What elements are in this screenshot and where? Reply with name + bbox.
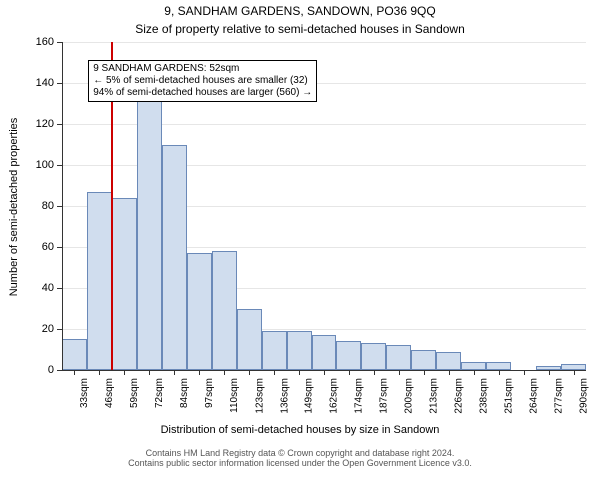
- plot-area: 9 SANDHAM GARDENS: 52sqm← 5% of semi-det…: [62, 42, 586, 370]
- y-tick-label: 100: [24, 159, 54, 171]
- histogram-bar: [187, 253, 212, 370]
- histogram-bar: [262, 331, 287, 370]
- histogram-bar: [486, 362, 511, 370]
- x-tick-label: 59sqm: [129, 378, 140, 408]
- histogram-bar: [212, 251, 237, 370]
- x-tick-label: 290sqm: [579, 378, 590, 414]
- x-tick-label: 97sqm: [204, 378, 215, 408]
- x-tick-label: 213sqm: [429, 378, 440, 414]
- histogram-bar: [162, 145, 187, 371]
- histogram-bar: [237, 309, 262, 371]
- y-axis-label: Number of semi-detached properties: [8, 43, 20, 371]
- x-tick-label: 264sqm: [529, 378, 540, 414]
- histogram-bar: [461, 362, 486, 370]
- y-tick-label: 60: [24, 241, 54, 253]
- x-tick-label: 162sqm: [329, 378, 340, 414]
- x-tick-label: 84sqm: [179, 378, 190, 408]
- x-tick-label: 200sqm: [404, 378, 415, 414]
- x-tick-label: 187sqm: [379, 378, 390, 414]
- histogram-bar: [436, 352, 461, 370]
- annotation-box: 9 SANDHAM GARDENS: 52sqm← 5% of semi-det…: [88, 60, 317, 102]
- footer-line-1: Contains HM Land Registry data © Crown c…: [146, 448, 455, 458]
- x-axis-line: [62, 370, 586, 371]
- histogram-bar: [87, 192, 112, 370]
- histogram-bar: [137, 101, 162, 370]
- x-tick-label: 277sqm: [554, 378, 565, 414]
- x-tick-label: 136sqm: [279, 378, 290, 414]
- annotation-line: 9 SANDHAM GARDENS: 52sqm: [93, 63, 312, 75]
- y-tick-label: 140: [24, 77, 54, 89]
- x-tick-label: 174sqm: [354, 378, 365, 414]
- grid-line: [62, 42, 586, 43]
- x-tick-label: 251sqm: [504, 378, 515, 414]
- x-tick-label: 46sqm: [104, 378, 115, 408]
- y-tick-label: 0: [24, 364, 54, 376]
- histogram-bar: [62, 339, 87, 370]
- annotation-line: 94% of semi-detached houses are larger (…: [93, 87, 312, 99]
- y-tick-label: 80: [24, 200, 54, 212]
- y-tick-label: 20: [24, 323, 54, 335]
- x-tick-label: 123sqm: [254, 378, 265, 414]
- address-title: 9, SANDHAM GARDENS, SANDOWN, PO36 9QQ: [0, 4, 600, 18]
- x-tick-label: 110sqm: [229, 378, 240, 413]
- histogram-bar: [312, 335, 337, 370]
- histogram-bar: [411, 350, 436, 371]
- histogram-bar: [386, 345, 411, 370]
- chart-subtitle: Size of property relative to semi-detach…: [0, 22, 600, 36]
- footer-line-2: Contains public sector information licen…: [128, 458, 472, 468]
- annotation-line: ← 5% of semi-detached houses are smaller…: [93, 75, 312, 87]
- y-tick-label: 40: [24, 282, 54, 294]
- histogram-bar: [112, 198, 137, 370]
- x-tick-label: 238sqm: [479, 378, 490, 414]
- x-axis-label: Distribution of semi-detached houses by …: [0, 424, 600, 436]
- footer-note: Contains HM Land Registry data © Crown c…: [0, 448, 600, 469]
- y-tick-label: 160: [24, 36, 54, 48]
- x-tick-label: 72sqm: [154, 378, 165, 408]
- y-axis-line: [62, 42, 63, 370]
- x-tick-label: 149sqm: [304, 378, 315, 414]
- x-tick-label: 226sqm: [454, 378, 465, 414]
- x-tick-label: 33sqm: [79, 378, 90, 408]
- histogram-bar: [287, 331, 312, 370]
- y-tick-label: 120: [24, 118, 54, 130]
- histogram-bar: [336, 341, 361, 370]
- histogram-bar: [361, 343, 386, 370]
